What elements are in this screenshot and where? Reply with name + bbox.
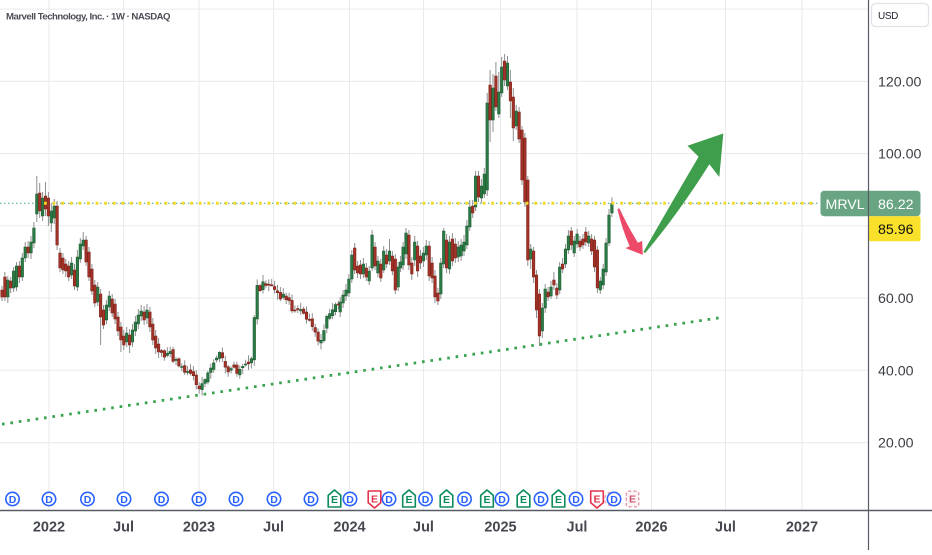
svg-text:D: D <box>498 494 506 506</box>
svg-text:D: D <box>45 494 53 506</box>
svg-text:E: E <box>555 494 562 506</box>
svg-text:Jul: Jul <box>715 520 736 536</box>
svg-text:2027: 2027 <box>786 520 818 536</box>
svg-text:Jul: Jul <box>263 520 284 536</box>
svg-text:E: E <box>520 494 527 506</box>
svg-text:USD: USD <box>878 11 898 22</box>
svg-text:2024: 2024 <box>333 520 365 536</box>
svg-text:D: D <box>84 494 92 506</box>
svg-text:2025: 2025 <box>484 520 516 536</box>
svg-text:60.00: 60.00 <box>878 291 914 307</box>
svg-text:D: D <box>270 494 278 506</box>
svg-text:Jul: Jul <box>413 520 434 536</box>
svg-text:D: D <box>158 494 166 506</box>
svg-text:D: D <box>610 494 618 506</box>
svg-text:D: D <box>307 494 315 506</box>
svg-text:Jul: Jul <box>567 520 588 536</box>
svg-text:E: E <box>629 493 636 505</box>
svg-text:E: E <box>405 494 412 506</box>
svg-text:D: D <box>120 494 128 506</box>
svg-text:20.00: 20.00 <box>878 436 914 452</box>
svg-text:Jul: Jul <box>113 520 134 536</box>
svg-text:D: D <box>346 494 354 506</box>
svg-text:E: E <box>593 493 600 505</box>
svg-text:D: D <box>385 494 393 506</box>
svg-text:E: E <box>443 494 450 506</box>
svg-text:D: D <box>461 494 469 506</box>
svg-text:D: D <box>195 494 203 506</box>
svg-text:D: D <box>572 494 580 506</box>
svg-text:D: D <box>232 494 240 506</box>
svg-text:Marvell Technology, Inc. · 1W: Marvell Technology, Inc. · 1W · NASDAQ <box>6 11 171 22</box>
svg-text:2022: 2022 <box>33 520 65 536</box>
svg-text:MRVL: MRVL <box>826 197 865 213</box>
svg-text:85.96: 85.96 <box>878 222 914 238</box>
svg-text:D: D <box>9 494 17 506</box>
svg-text:D: D <box>422 494 430 506</box>
svg-text:2023: 2023 <box>183 520 215 536</box>
svg-text:100.00: 100.00 <box>878 147 922 163</box>
svg-text:D: D <box>537 494 545 506</box>
svg-text:E: E <box>331 494 338 506</box>
svg-text:86.22: 86.22 <box>878 197 914 213</box>
svg-text:120.00: 120.00 <box>878 74 922 90</box>
svg-text:E: E <box>371 493 378 505</box>
svg-text:E: E <box>483 494 490 506</box>
svg-text:40.00: 40.00 <box>878 363 914 379</box>
svg-text:2026: 2026 <box>635 520 667 536</box>
